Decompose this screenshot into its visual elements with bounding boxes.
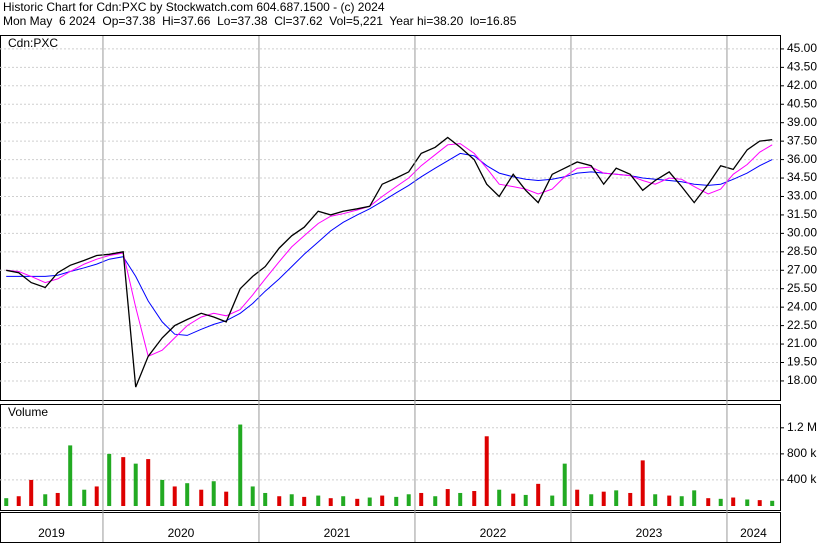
volume-bar <box>43 494 48 506</box>
volume-bar <box>640 460 645 506</box>
y-tick-label: 28.50 <box>787 244 817 258</box>
y-tick-label: 21.00 <box>787 336 817 350</box>
y-tick-label: 25.50 <box>787 281 817 295</box>
volume-bar <box>172 486 177 506</box>
y-tick-label: 18.00 <box>787 373 817 387</box>
volume-bar <box>68 445 73 506</box>
y-tick-label: 43.50 <box>787 60 817 74</box>
price-line <box>6 136 773 388</box>
volume-bar <box>289 494 294 506</box>
volume-bar <box>445 489 450 506</box>
chart-title: Historic Chart for Cdn:PXC by Stockwatch… <box>3 0 385 14</box>
volume-bar <box>458 492 463 506</box>
y-tick-label: 33.00 <box>787 189 817 203</box>
volume-bar <box>341 496 346 506</box>
y-tick-label: 30.00 <box>787 226 817 240</box>
volume-bar <box>121 457 126 506</box>
volume-bar <box>497 489 502 506</box>
volume-bar <box>653 494 658 506</box>
x-tick-label: 2021 <box>324 526 351 540</box>
volume-bar <box>523 494 528 506</box>
volume-bar <box>355 498 360 506</box>
volume-bar <box>380 495 385 506</box>
volume-bar <box>589 494 594 506</box>
y-tick-label: 24.00 <box>787 299 817 313</box>
volume-bar <box>433 496 438 506</box>
volume-bar <box>419 492 424 506</box>
volume-bar <box>745 499 750 506</box>
volume-label: Volume <box>8 405 48 419</box>
volume-bar <box>575 489 580 506</box>
y-tick-label: 1.2 M <box>787 420 817 434</box>
price-line <box>6 152 773 336</box>
volume-bar <box>29 479 34 506</box>
volume-panel <box>0 404 781 511</box>
y-tick-label: 36.00 <box>787 152 817 166</box>
price-panel <box>0 35 781 401</box>
volume-bar <box>277 496 282 506</box>
chart-subtitle: Mon May 6 2024 Op=37.38 Hi=37.66 Lo=37.3… <box>3 14 517 28</box>
volume-bar <box>263 492 268 506</box>
volume-bar <box>211 481 216 506</box>
volume-bar <box>731 497 736 506</box>
x-tick-label: 2020 <box>168 526 195 540</box>
volume-bar <box>302 496 307 506</box>
volume-bar <box>133 463 138 506</box>
volume-bar <box>550 495 555 506</box>
volume-bar <box>55 492 60 506</box>
volume-bar <box>692 490 697 506</box>
y-tick-label: 27.00 <box>787 262 817 276</box>
volume-bar <box>562 463 567 506</box>
volume-bar <box>667 495 672 506</box>
volume-bar <box>367 497 372 506</box>
volume-bar <box>628 492 633 506</box>
y-tick-label: 37.50 <box>787 133 817 147</box>
volume-bar <box>94 486 99 506</box>
volume-bar <box>224 491 229 506</box>
volume-bar <box>328 498 333 506</box>
volume-bar <box>250 486 255 506</box>
volume-bar <box>160 479 165 506</box>
y-tick-label: 22.50 <box>787 318 817 332</box>
price-line <box>6 143 773 357</box>
volume-bar <box>146 459 151 506</box>
x-tick-label: 2019 <box>38 526 65 540</box>
volume-bar <box>238 424 243 506</box>
volume-bar <box>107 453 112 506</box>
volume-bar <box>614 490 619 506</box>
volume-bar <box>394 496 399 506</box>
volume-bar <box>536 483 541 506</box>
y-tick-label: 39.00 <box>787 115 817 129</box>
volume-bar <box>757 500 762 506</box>
volume-bar <box>484 436 489 506</box>
volume-bar <box>706 498 711 506</box>
volume-bar <box>601 491 606 506</box>
x-tick-label: 2024 <box>740 526 767 540</box>
volume-bar <box>770 500 775 506</box>
volume-bar <box>679 496 684 506</box>
y-tick-label: 34.50 <box>787 170 817 184</box>
x-tick-label: 2022 <box>480 526 507 540</box>
y-tick-label: 45.00 <box>787 41 817 55</box>
y-tick-label: 31.50 <box>787 207 817 221</box>
y-tick-label: 400 k <box>787 472 817 486</box>
symbol-label: Cdn:PXC <box>8 36 58 50</box>
y-tick-label: 42.00 <box>787 78 817 92</box>
volume-bar <box>472 491 477 506</box>
volume-bar <box>4 498 9 506</box>
volume-bar <box>16 496 21 506</box>
volume-bar <box>82 489 87 506</box>
y-tick-label: 40.50 <box>787 96 817 110</box>
y-tick-label: 19.50 <box>787 355 817 369</box>
volume-bar <box>406 494 411 506</box>
x-tick-label: 2023 <box>636 526 663 540</box>
volume-bar <box>185 483 190 506</box>
y-tick-label: 800 k <box>787 446 817 460</box>
volume-bar <box>316 495 321 506</box>
volume-bar <box>199 489 204 506</box>
volume-bar <box>718 498 723 506</box>
volume-bar <box>511 493 516 506</box>
